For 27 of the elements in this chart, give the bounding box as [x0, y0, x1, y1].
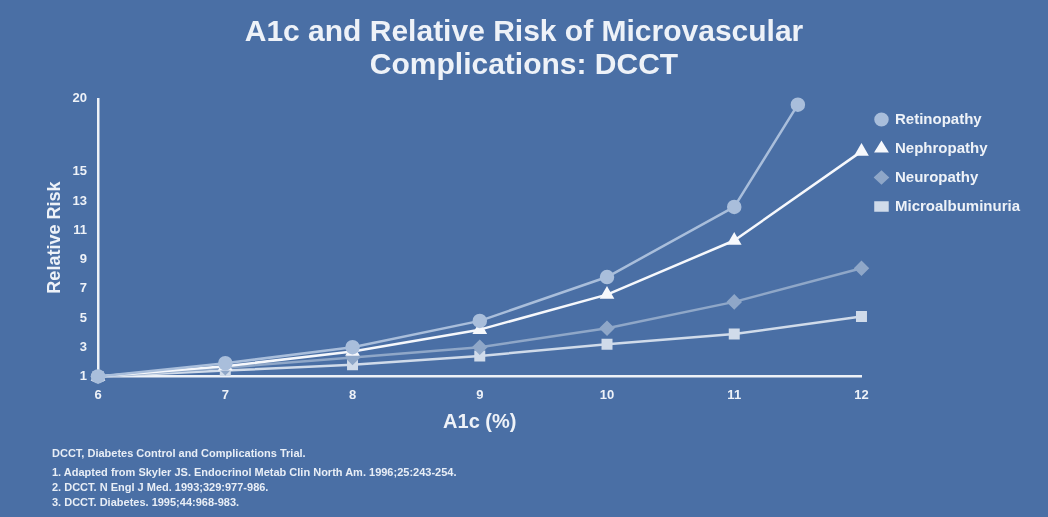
y-tick-label: 3 [79, 338, 88, 354]
y-tick-label: 7 [79, 280, 88, 296]
legend-label: Microalbuminuria [894, 196, 1021, 214]
y-tick-label: 1 [79, 367, 88, 383]
text: 1. Adapted from Skyler JS. Endocrinol Metab Clin North Am. 1996;25:243-254. [52, 465, 457, 480]
y-tick-label: 5 [79, 309, 88, 325]
text: DCCT, Diabetes Control and Complications Trial. [52, 446, 307, 461]
x-axis-title: A1c (%) [443, 409, 517, 432]
x-tick-label: 7 [221, 386, 229, 402]
y-axis-title: Relative Risk [43, 180, 64, 294]
y-tick-label: 13 [72, 192, 88, 208]
legend-label: Nephropathy [894, 138, 989, 156]
y-tick-label: 9 [79, 251, 88, 267]
chart-title: A1c and Relative Risk of Microvascular Complications: DCCT [243, 13, 805, 80]
x-tick-label: 11 [727, 386, 742, 402]
y-tick-label: 15 [72, 163, 88, 179]
x-tick-label: 10 [599, 386, 615, 402]
legend-label: Neuropathy [894, 167, 979, 185]
legend-label: Retinopathy [894, 109, 983, 127]
x-tick-label: 12 [854, 386, 869, 402]
x-tick-label: 9 [476, 386, 484, 402]
x-tick-label: 8 [348, 386, 357, 402]
text: 2. DCCT. N Engl J Med. 1993;329:977-986. [52, 480, 270, 495]
text: 3. DCCT. Diabetes. 1995;44:968-983. [52, 495, 241, 510]
y-tick-label: 20 [72, 90, 88, 106]
y-tick-label: 11 [73, 221, 88, 237]
x-tick-label: 6 [94, 386, 102, 402]
